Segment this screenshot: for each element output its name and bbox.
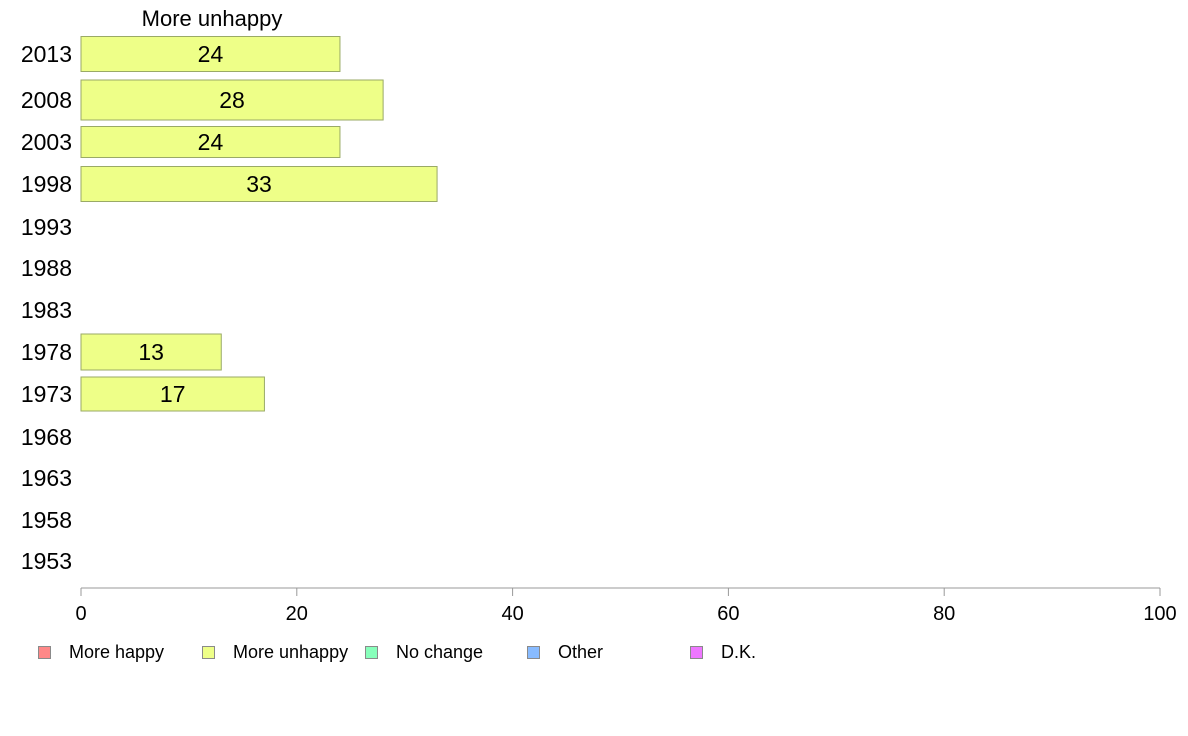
category-label: 1983 (21, 297, 72, 323)
x-axis: 0 20 40 60 80 100 (75, 587, 1177, 625)
bar-value-label: 28 (219, 87, 245, 113)
category-label: 1968 (21, 424, 72, 450)
category-label: 1963 (21, 465, 72, 491)
category-label: 1978 (21, 339, 72, 365)
x-tick-label: 100 (1143, 603, 1176, 625)
category-label: 1973 (21, 381, 72, 407)
legend-item: More happy (38, 640, 164, 664)
bar-value-label: 17 (160, 381, 186, 407)
legend-swatch (527, 645, 540, 659)
category-label: 1988 (21, 255, 72, 281)
x-tick-label: 20 (286, 603, 308, 625)
category-label: 1998 (21, 171, 72, 197)
legend-item: Other (527, 640, 603, 664)
bar (80, 166, 438, 202)
legend-label: More happy (69, 641, 165, 662)
legend-label: D.K. (721, 641, 757, 662)
bar-value-label: 33 (246, 171, 272, 197)
legend-item: More unhappy (202, 640, 348, 664)
bar (80, 376, 265, 412)
bars-layer: 2013 2008 2003 1998 1993 1988 1983 1978 1973 1968… (21, 36, 438, 574)
category-label: 2013 (21, 41, 72, 67)
category-label: 2003 (21, 129, 72, 155)
legend-label: More unhappy (233, 641, 349, 662)
bar-value-label: 24 (198, 41, 224, 67)
legend-label: No change (396, 641, 484, 662)
bar (80, 126, 341, 158)
legend-swatch (690, 645, 703, 659)
x-tick-label: 0 (75, 603, 86, 625)
category-label: 2008 (21, 87, 72, 113)
bar (80, 36, 341, 72)
bar-value-label: 13 (138, 339, 164, 365)
x-tick-label: 80 (933, 603, 955, 625)
bar (80, 79, 384, 121)
chart-title: More unhappy (142, 6, 283, 31)
bar (80, 333, 222, 371)
legend-item: No change (365, 640, 483, 664)
x-tick-label: 60 (717, 603, 739, 625)
category-label: 1993 (21, 214, 72, 240)
bar-value-label: 24 (198, 129, 224, 155)
legend-label: Other (558, 641, 604, 662)
category-label: 1958 (21, 507, 72, 533)
x-tick-label: 40 (501, 603, 523, 625)
legend-swatch (202, 645, 215, 659)
legend-swatch (365, 645, 378, 659)
legend-item: D.K. (690, 640, 756, 664)
legend-swatch (38, 645, 51, 659)
legend: More happy More unhappy No change Other D.K. (38, 640, 1138, 664)
category-label: 1953 (21, 548, 72, 574)
